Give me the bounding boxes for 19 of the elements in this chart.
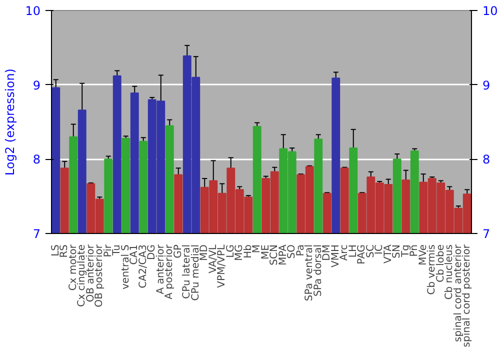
x-tick-label: Pa [295,244,306,256]
y2-tick-label: 8 [482,152,490,167]
x-tick-label: MVe [418,244,429,266]
x-tick-label: DG [146,244,158,260]
y-axis-title: Log2 (expression) [3,68,18,176]
y-tick-label: 10 [25,4,41,18]
x-tick-label: RS [59,244,70,258]
x-tick-label: spinal cord posterior [462,244,473,348]
y-tick-label: 8 [32,152,41,167]
x-tick-label: Tg [400,244,412,258]
y-tick-label: 7 [32,227,41,241]
x-tick-label: Cb lobe [435,244,446,282]
y-tick-label: 9 [32,78,41,92]
x-tick-label: A posterior [164,244,176,300]
x-tick-label: GP [172,244,184,258]
y2-tick-label: 7 [482,227,490,241]
y2-tick-label: 10 [482,4,498,18]
x-tick-label: OB posterior [94,244,106,308]
y2-tick-label: 9 [482,78,490,92]
